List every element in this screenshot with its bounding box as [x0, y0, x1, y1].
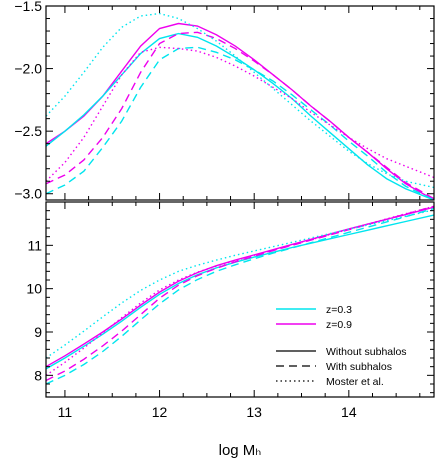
- y-tick-label: 11: [27, 237, 42, 253]
- y-tick-label: −2.5: [14, 123, 42, 139]
- legend-label: Without subhalos: [326, 346, 407, 358]
- legend-label: With subhalos: [326, 361, 392, 373]
- series-6-line: [46, 12, 434, 189]
- series-2-line: [46, 32, 434, 200]
- series-3-line: [46, 31, 434, 200]
- y-tick-label: −1.5: [14, 0, 42, 14]
- x-axis-label: log Mₕ: [219, 442, 262, 459]
- legend: z=0.3 z=0.9 Without subhalos With subhalos M…: [276, 304, 407, 388]
- x-tick-label: 12: [152, 404, 168, 420]
- bottom-panel: 8 9 10 11 11 12 13 14: [26, 201, 435, 420]
- x-tick-label: 14: [341, 404, 357, 420]
- series-4-line: [46, 207, 434, 385]
- y-tick-label: −3.0: [14, 186, 42, 202]
- plot-frame: [45, 5, 435, 201]
- legend-label: Moster et al.: [326, 376, 384, 388]
- x-tick-label: 11: [58, 404, 73, 420]
- legend-label: z=0.9: [326, 319, 352, 331]
- y-tick-label: 8: [34, 367, 42, 383]
- x-tick-label: 13: [246, 404, 262, 420]
- series-1-line: [46, 206, 434, 368]
- plot-frame: [45, 201, 435, 398]
- y-tick-label: 9: [34, 324, 42, 340]
- series-6-line: [46, 209, 434, 359]
- y-tick-label: −2.0: [14, 61, 42, 77]
- series-1-line: [46, 22, 434, 200]
- series-4-line: [46, 46, 434, 200]
- legend-label: z=0.3: [326, 304, 352, 316]
- y-tick-label: 10: [26, 281, 42, 297]
- top-panel: −1.5 −2.0 −2.5 −3.0: [14, 0, 435, 202]
- series-5-line: [46, 46, 434, 182]
